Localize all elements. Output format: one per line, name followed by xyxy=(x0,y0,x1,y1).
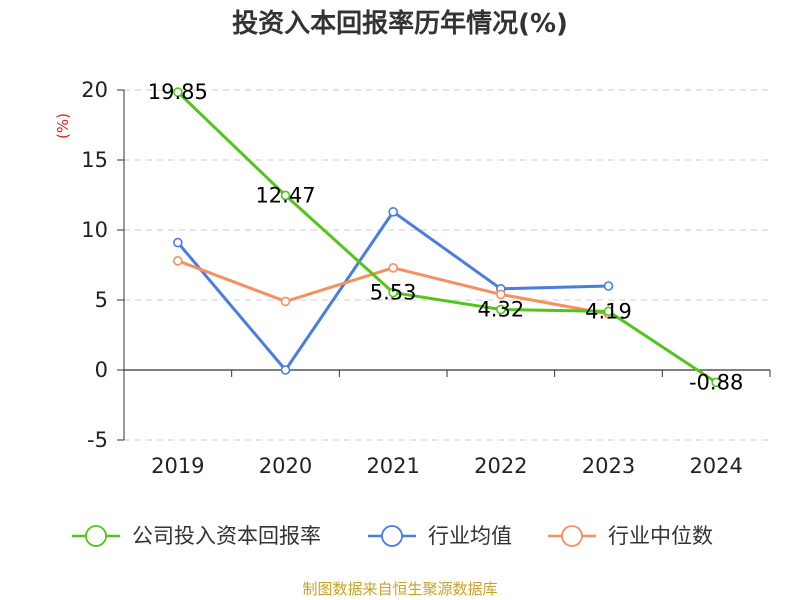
legend-label: 行业均值 xyxy=(428,524,512,548)
data-label: 12.47 xyxy=(255,183,315,207)
legend: 公司投入资本回报率 行业均值 行业中位数 xyxy=(72,524,713,548)
data-labels: 19.85 12.47 5.53 4.32 4.19 -0.88 xyxy=(148,80,744,394)
data-point xyxy=(280,296,291,307)
series xyxy=(173,87,721,388)
y-axis-unit: (%) xyxy=(54,113,72,139)
data-point xyxy=(280,365,291,375)
y-tick-label: 15 xyxy=(81,148,108,172)
data-label: -0.88 xyxy=(689,370,743,394)
x-tick-label: 2020 xyxy=(259,454,312,478)
data-point xyxy=(173,255,183,266)
data-label: 4.19 xyxy=(585,299,632,323)
x-tick-label: 2023 xyxy=(582,454,635,478)
axes: 20 15 10 5 0 -5 2019 2020 2021 2022 2023 2024 xyxy=(81,78,771,478)
data-point xyxy=(496,289,506,300)
legend-marker-icon xyxy=(85,525,107,547)
y-tick-label: 20 xyxy=(81,78,108,102)
data-point xyxy=(388,262,398,273)
series-line xyxy=(176,91,717,384)
y-tick-label: -5 xyxy=(87,428,108,452)
x-tick-label: 2024 xyxy=(689,454,742,478)
y-tick-label: 5 xyxy=(95,288,108,312)
y-tick-label: 10 xyxy=(81,218,108,242)
legend-item[interactable]: 行业中位数 xyxy=(548,524,713,548)
x-tick-label: 2019 xyxy=(151,454,204,478)
chart-title: 投资入本回报率历年情况(%) xyxy=(232,8,568,39)
series-1 xyxy=(173,207,614,375)
x-tick-label: 2021 xyxy=(366,454,419,478)
data-point xyxy=(496,304,506,315)
legend-item[interactable]: 公司投入资本回报率 xyxy=(72,524,321,548)
x-tick-label: 2022 xyxy=(474,454,527,478)
data-point xyxy=(173,87,183,97)
data-point xyxy=(603,281,614,291)
series-0 xyxy=(173,87,721,388)
data-point xyxy=(280,190,291,201)
data-label: 5.53 xyxy=(370,281,417,305)
y-tick-label: 0 xyxy=(95,358,108,382)
legend-label: 公司投入资本回报率 xyxy=(132,524,321,548)
legend-marker-icon xyxy=(561,525,583,547)
legend-label: 行业中位数 xyxy=(608,524,713,548)
data-point xyxy=(388,287,398,298)
source-note: 制图数据来自恒生聚源数据库 xyxy=(302,580,497,598)
data-point xyxy=(173,237,183,248)
data-point xyxy=(388,207,398,217)
data-point xyxy=(603,306,614,317)
data-label: 4.32 xyxy=(477,298,524,322)
legend-marker-icon xyxy=(381,525,403,547)
legend-item[interactable]: 行业均值 xyxy=(368,524,512,548)
grid xyxy=(124,89,770,441)
data-point xyxy=(711,377,721,388)
data-label: 19.85 xyxy=(148,80,208,104)
series-2 xyxy=(173,255,614,319)
